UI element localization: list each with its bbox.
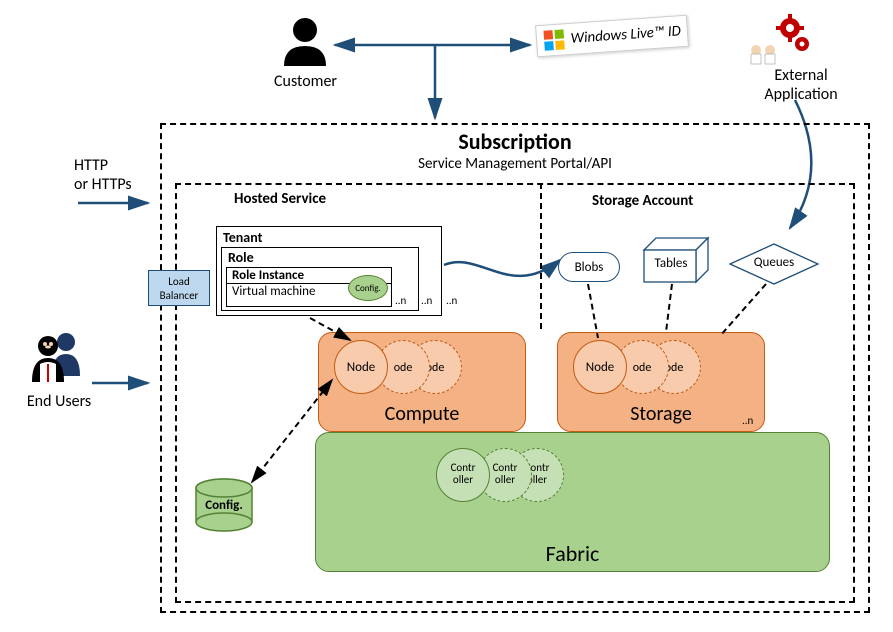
tenant-label: Tenant <box>217 227 441 248</box>
external-app-icon <box>742 12 814 71</box>
storage-dots-n: ..n <box>742 414 753 427</box>
windows-live-badge: Windows Live™ ID <box>535 15 689 58</box>
dots-n-1: ..n <box>395 294 406 307</box>
tables-shape: Tables <box>642 236 712 291</box>
storage-label: Storage <box>557 402 765 426</box>
dots-n-2: ..n <box>421 294 432 307</box>
vertical-divider <box>540 183 542 329</box>
customer-label: Customer <box>274 72 337 91</box>
blobs-shape: Blobs <box>558 252 620 282</box>
http-label: HTTPor HTTPs <box>74 156 132 194</box>
customer-icon <box>278 14 332 75</box>
compute-label: Compute <box>318 402 526 426</box>
windows-live-text: Windows Live™ ID <box>570 22 681 48</box>
end-users-label: End Users <box>24 392 94 411</box>
controller-1: Controller <box>436 448 490 502</box>
compute-node-1: Node <box>334 340 388 394</box>
storage-node-1: Node <box>573 340 627 394</box>
tables-label: Tables <box>646 256 696 271</box>
queues-shape: Queues <box>728 242 820 291</box>
role-label: Role <box>222 248 418 267</box>
storage-account-label: Storage Account <box>592 192 693 210</box>
subscription-title: Subscription Service Management Portal/A… <box>160 128 870 173</box>
end-users-icon <box>26 328 92 397</box>
hosted-service-label: Hosted Service <box>234 190 326 208</box>
config-cylinder: Config. <box>194 478 254 533</box>
config-cyl-label: Config. <box>194 498 254 513</box>
external-app-label: ExternalApplication <box>756 66 846 104</box>
load-balancer: LoadBalancer <box>148 270 210 306</box>
fabric-label: Fabric <box>315 540 830 567</box>
dots-n-3: ..n <box>446 294 457 307</box>
config-small-oval: Config. <box>348 275 388 301</box>
queues-label: Queues <box>728 255 820 270</box>
